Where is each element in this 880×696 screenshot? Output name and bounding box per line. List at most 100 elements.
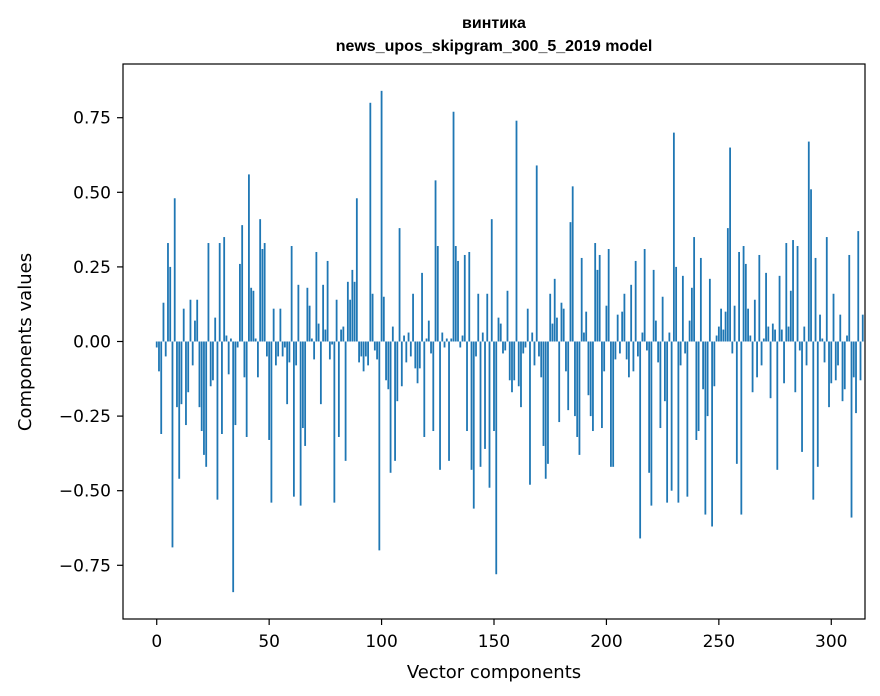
bar-49 (266, 341, 268, 357)
bar-23 (207, 243, 210, 342)
bar-234 (681, 275, 684, 342)
bar-289 (805, 341, 808, 366)
bar-50 (268, 341, 271, 440)
bar-24 (209, 341, 212, 387)
bar-170 (538, 341, 540, 357)
bar-253 (724, 311, 727, 342)
bar-226 (663, 341, 666, 402)
bar-194 (592, 341, 594, 432)
bar-272 (767, 326, 770, 342)
bar-88 (353, 281, 356, 342)
bar-183 (567, 341, 570, 411)
bar-232 (677, 341, 680, 503)
bar-2 (160, 341, 163, 434)
bar-3 (162, 302, 165, 342)
bar-172 (542, 341, 545, 446)
bar-168 (533, 341, 536, 366)
y-tick-label: 0.25 (73, 258, 111, 278)
y-tick-label: 0.75 (73, 109, 111, 129)
bar-8 (173, 198, 176, 342)
bar-303 (837, 341, 839, 366)
bar-74 (322, 284, 325, 342)
bar-223 (657, 341, 660, 363)
y-tick-label: −0.50 (59, 482, 111, 502)
bar-237 (688, 320, 691, 342)
bar-128 (443, 341, 446, 348)
bar-196 (596, 269, 599, 342)
bar-40 (245, 341, 248, 437)
bar-163 (522, 341, 525, 354)
bar-105 (391, 326, 394, 342)
y-axis-label: Components values (15, 253, 36, 431)
x-tick-label: 250 (703, 632, 735, 652)
bar-262 (744, 263, 747, 342)
bar-116 (416, 341, 419, 384)
bar-179 (558, 341, 561, 423)
bar-151 (495, 341, 498, 575)
bar-256 (731, 341, 734, 354)
bar-217 (643, 249, 646, 342)
bar-164 (524, 341, 527, 348)
bar-119 (423, 341, 426, 437)
bar-20 (200, 341, 203, 432)
bar-230 (672, 132, 675, 342)
bar-218 (646, 341, 648, 351)
bar-102 (385, 341, 387, 381)
bar-83 (342, 326, 345, 342)
bar-285 (796, 246, 799, 342)
bar-195 (594, 243, 597, 342)
bar-293 (814, 257, 817, 342)
bar-185 (571, 186, 574, 342)
bar-282 (789, 290, 792, 342)
bar-153 (499, 323, 502, 342)
bar-207 (621, 311, 624, 342)
bar-115 (414, 341, 417, 369)
bar-13 (185, 341, 187, 426)
bar-227 (666, 341, 669, 503)
bar-301 (832, 293, 835, 342)
x-tick-label: 100 (365, 632, 397, 652)
bar-302 (834, 341, 837, 381)
bar-35 (234, 341, 237, 426)
bar-78 (331, 341, 334, 345)
y-tick-label: 0.50 (73, 183, 111, 203)
bar-307 (846, 335, 848, 342)
bar-7 (171, 341, 174, 548)
bar-21 (203, 341, 205, 455)
bar-222 (654, 320, 657, 342)
bar-148 (488, 341, 491, 488)
bar-229 (670, 341, 673, 491)
bar-198 (601, 341, 603, 429)
bar-166 (529, 341, 531, 485)
bar-309 (850, 341, 853, 518)
bar-59 (288, 341, 291, 363)
bar-270 (762, 338, 765, 342)
bar-306 (843, 341, 846, 390)
bar-177 (553, 278, 556, 342)
bar-252 (722, 329, 725, 342)
bar-260 (740, 341, 743, 515)
bar-251 (720, 308, 722, 342)
x-axis-label: Vector components (407, 662, 581, 683)
bar-266 (753, 299, 756, 342)
bar-101 (382, 296, 385, 342)
bar-114 (412, 293, 414, 342)
bar-261 (742, 246, 745, 342)
bar-265 (751, 341, 754, 393)
bar-26 (214, 317, 217, 342)
bar-118 (421, 272, 423, 342)
bar-29 (221, 341, 223, 434)
y-tick-label: −0.25 (59, 407, 111, 427)
bar-255 (729, 147, 731, 342)
bar-313 (859, 341, 862, 381)
bar-14 (187, 341, 190, 393)
bar-295 (819, 314, 821, 342)
bar-210 (628, 341, 630, 378)
bar-215 (639, 341, 642, 539)
bar-0 (155, 341, 158, 348)
bar-19 (198, 341, 201, 408)
bar-201 (607, 249, 610, 342)
bar-81 (337, 341, 340, 437)
bar-182 (565, 341, 567, 372)
bar-171 (540, 341, 543, 378)
